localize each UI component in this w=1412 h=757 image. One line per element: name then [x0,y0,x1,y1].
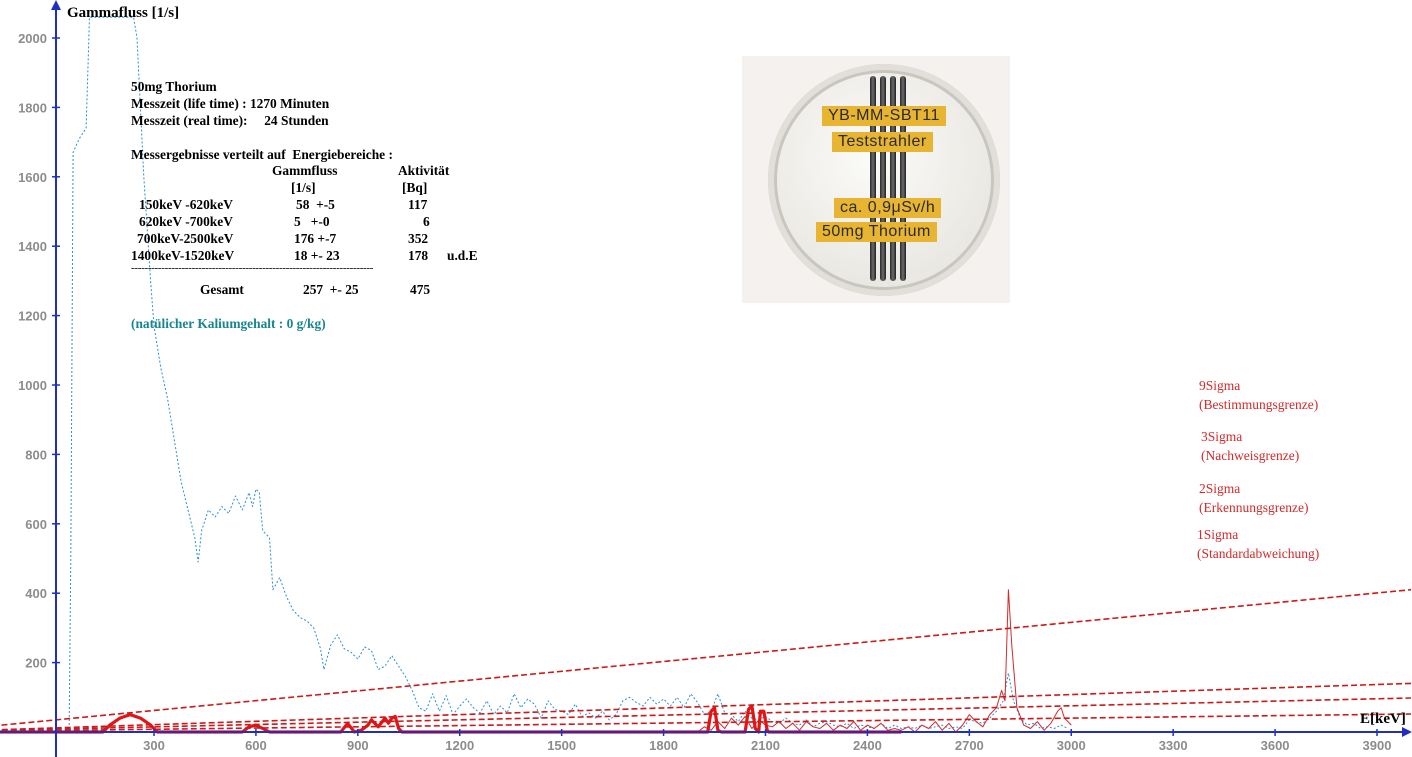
x-tick-label: 2400 [853,738,882,753]
row-2-flux: 176 +-7 [294,231,337,246]
info-title: 50mg Thorium [131,79,217,94]
rod-3 [890,76,896,281]
x-tick-label: 2100 [751,738,780,753]
series-4-dashed-line [0,682,1412,731]
rod-4 [900,76,906,281]
y-tick-label: 1400 [18,239,47,254]
row-3-flux: 18 +- 23 [294,248,340,263]
sigma-3-subtitle: (Nachweisgrenze) [1201,448,1300,463]
sigma-2-subtitle: (Erkennungsgrenze) [1199,500,1309,515]
sigma-1-subtitle: (Standardabweichung) [1197,546,1320,561]
row-1-range: 620keV -700keV [139,214,233,229]
y-tick-label: 2000 [18,31,47,46]
row-3-note: u.d.E [447,248,478,263]
series-6-dashed-line [0,713,1412,732]
series-5-dashed-line [0,697,1412,732]
row-3-range: 1400keV-1520keV [131,248,235,263]
x-tick-label: 3300 [1159,738,1188,753]
series-0-dotted-line [52,16,1069,733]
info-heading: Messergebnisse verteilt auf Energieberei… [131,147,393,162]
row-1-flux: 5 +-0 [294,214,330,229]
row-2-activity: 352 [408,231,429,246]
sigma-9-subtitle: (Bestimmungsgrenze) [1199,397,1319,412]
total-activity: 475 [410,282,431,297]
col-header-flux: Gammfluss [272,163,338,178]
x-tick-label: 2700 [955,738,984,753]
total-flux: 257 +- 25 [303,282,359,297]
x-tick-label: 900 [347,738,369,753]
y-axis-label: Gammafluss [1/s] [67,5,179,21]
x-tick-label: 3000 [1057,738,1086,753]
y-tick-label: 1000 [18,378,47,393]
photo-tag-id: YB-MM-SBT11 [822,106,946,126]
series-layer [0,16,1412,734]
row-1-activity: 6 [423,214,430,229]
x-tick-label: 1500 [547,738,576,753]
y-tick-label: 600 [25,517,47,532]
x-axis-label: E[keV] [1360,711,1406,727]
x-tick-label: 1800 [649,738,678,753]
series-2-thick-line [0,704,902,734]
col-unit-flux: [1/s] [291,180,316,195]
source-photo: YB-MM-SBT11 Teststrahler ca. 0,9μSv/h 50… [742,56,1010,303]
y-tick-label: 1600 [18,170,47,185]
x-tick-label: 300 [143,738,165,753]
measurement-info-block: 50mg Thorium Messzeit (life time) : 1270… [131,78,393,163]
sigma-9-title: 9Sigma [1199,378,1241,393]
total-label: Gesamt [200,282,244,297]
y-tick-label: 200 [25,656,47,671]
col-unit-activity: [Bq] [402,180,428,195]
photo-tag-mass: 50mg Thorium [816,222,937,242]
x-tick-label: 3900 [1363,738,1392,753]
sigma-9-label: 9Sigma (Bestimmungsgrenze) [1199,376,1318,414]
rod-1 [870,76,876,281]
series-3-dashed-line [0,588,1412,727]
y-tick-label: 1800 [18,100,47,115]
sigma-2-title: 2Sigma [1199,481,1241,496]
y-axis-arrow [51,0,61,10]
sigma-2-label: 2Sigma (Erkennungsgrenze) [1199,479,1308,517]
photo-tag-type: Teststrahler [832,132,933,152]
x-axis-arrow [1402,727,1412,737]
col-header-activity: Aktivität [398,163,450,178]
row-3-activity: 178 [408,248,429,263]
sigma-1-title: 1Sigma [1197,527,1239,542]
row-2-range: 700keV-2500keV [137,231,234,246]
row-0-flux: 58 +-5 [296,197,335,212]
rod-2 [880,76,886,281]
photo-tag-dose: ca. 0,9μSv/h [834,198,942,218]
row-0-activity: 117 [408,197,428,212]
x-tick-label: 600 [245,738,267,753]
series-1-thin-line [697,589,1072,733]
sigma-3-title: 3Sigma [1201,429,1243,444]
info-real-time: Messzeit (real time): 24 Stunden [131,113,329,128]
sigma-3-label: 3Sigma (Nachweisgrenze) [1201,427,1299,465]
info-life-time: Messzeit (life time) : 1270 Minuten [131,96,330,111]
potassium-content: (natülicher Kaliumgehalt : 0 g/kg) [131,316,326,331]
sigma-1-label: 1Sigma (Standardabweichung) [1197,525,1319,563]
x-tick-label: 3600 [1261,738,1290,753]
y-tick-label: 1200 [18,309,47,324]
y-tick-label: 800 [25,447,47,462]
x-tick-label: 1200 [445,738,474,753]
table-separator: ----------------------------------------… [131,262,374,274]
y-tick-label: 400 [25,586,47,601]
row-0-range: 150keV -620keV [139,197,233,212]
